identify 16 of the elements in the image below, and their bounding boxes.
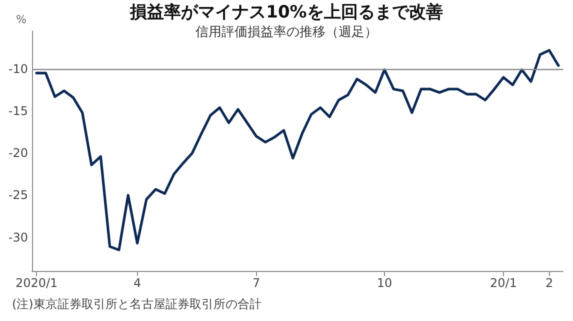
y-tick-label: -30 bbox=[8, 230, 28, 244]
y-tick-label: -10 bbox=[8, 62, 28, 76]
x-tick-label: 20/1 bbox=[490, 276, 517, 290]
x-tick-label: 10 bbox=[376, 276, 392, 290]
x-tick-label: 2 bbox=[545, 276, 554, 290]
line-series bbox=[35, 49, 560, 252]
chart-title: 損益率がマイナス10%を上回るまで改善 bbox=[129, 2, 443, 22]
y-tick-label: -15 bbox=[8, 104, 28, 118]
chart-subtitle: 信用評価損益率の推移（週足） bbox=[196, 24, 378, 40]
text: (注)東京証券取引所と名古屋証券取引所の合計 bbox=[12, 297, 262, 311]
y-tick-label: -25 bbox=[8, 188, 28, 202]
y-tick-label: -20 bbox=[8, 146, 28, 160]
x-tick-label: 2020/1 bbox=[15, 276, 58, 290]
y-axis-title: % bbox=[16, 13, 26, 26]
x-tick-label: 4 bbox=[133, 276, 142, 290]
x-tick-label: 7 bbox=[252, 276, 260, 290]
